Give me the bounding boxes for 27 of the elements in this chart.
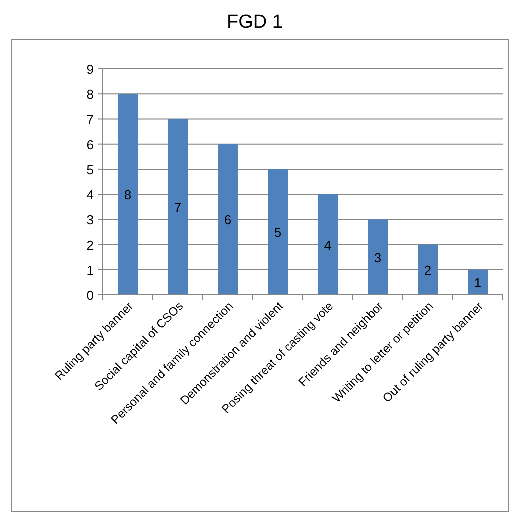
data-label: 5 <box>274 225 282 240</box>
bar <box>168 119 188 295</box>
data-label: 8 <box>124 188 132 203</box>
bar <box>118 94 138 295</box>
data-label: 2 <box>424 262 432 278</box>
bar <box>268 169 288 295</box>
y-tick-label: 9 <box>86 62 94 77</box>
chart-title: FGD 1 <box>227 12 283 33</box>
bar <box>368 220 388 295</box>
y-tick-label: 5 <box>86 162 94 178</box>
y-tick-label: 0 <box>86 288 94 303</box>
y-tick-label: 8 <box>86 87 94 102</box>
data-label: 6 <box>224 212 232 228</box>
y-tick-label: 1 <box>86 262 94 278</box>
data-label: 1 <box>474 275 482 290</box>
y-tick-label: 6 <box>86 137 94 152</box>
data-label: 3 <box>374 250 382 266</box>
y-tick-label: 7 <box>86 112 94 128</box>
bar <box>418 244 438 295</box>
y-tick-label: 2 <box>86 238 94 253</box>
bar <box>218 144 238 295</box>
bar <box>468 270 488 295</box>
data-label: 4 <box>324 238 332 253</box>
y-tick-label: 3 <box>86 212 94 228</box>
y-tick-label: 4 <box>86 188 94 203</box>
data-label: 7 <box>174 200 182 216</box>
bar <box>318 194 338 295</box>
